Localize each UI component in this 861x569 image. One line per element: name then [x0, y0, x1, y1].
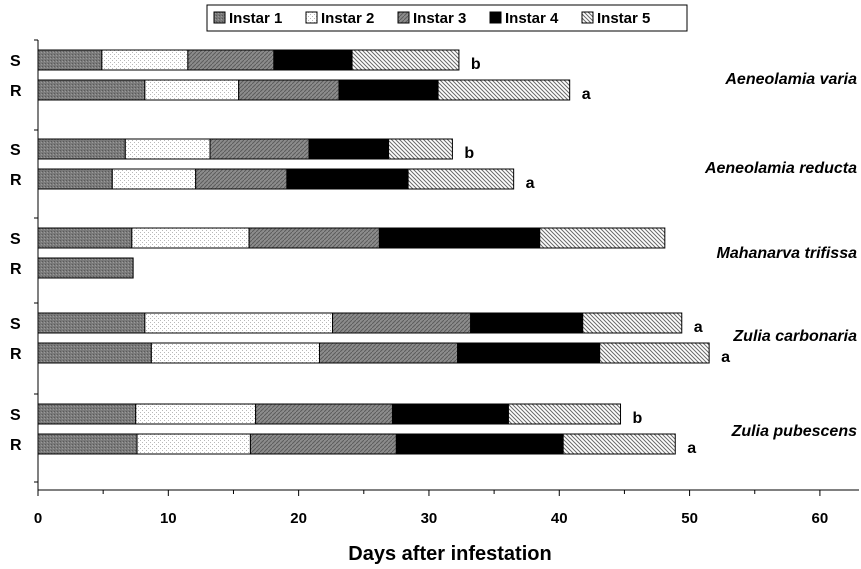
bar-segment-instar-4	[286, 168, 409, 190]
x-tick-label: 60	[812, 510, 829, 527]
bar-segment-instar-2	[150, 342, 320, 364]
bar-label-r: R	[10, 172, 22, 189]
species-label: Aeneolamia varia	[724, 71, 857, 88]
bar-segment-instar-1	[37, 312, 146, 334]
bar-segment-instar-4	[391, 403, 509, 425]
group-mahanarva-trifissa: SR Mahanarva trifissa	[10, 227, 857, 279]
bar-segment-instar-1	[37, 138, 126, 160]
bar-segment-instar-2	[101, 49, 189, 71]
bar-segment-instar-3	[318, 342, 459, 364]
legend-label-instar-5: Instar 5	[597, 10, 650, 27]
significance-letter: a	[721, 349, 730, 366]
bar-label-r: R	[10, 261, 22, 278]
legend-swatch-instar-5	[581, 11, 594, 24]
legend-swatch-instar-2	[305, 11, 318, 24]
significance-letter: a	[526, 175, 535, 192]
bar-segment-instar-3	[195, 168, 288, 190]
species-label: Zulia pubescens	[731, 423, 857, 440]
bar-segment-instar-3	[187, 49, 275, 71]
x-tick-label: 0	[34, 510, 42, 527]
bar-segment-instar-5	[388, 138, 453, 160]
bar-segment-instar-5	[562, 433, 676, 455]
x-tick-label: 40	[551, 510, 568, 527]
bar-segment-instar-2	[131, 227, 250, 249]
bar-segment-instar-4	[273, 49, 353, 71]
bar-label-s: S	[10, 407, 21, 424]
x-tick-label: 20	[290, 510, 307, 527]
legend-frame	[206, 4, 688, 32]
bar-segment-instar-2	[144, 312, 334, 334]
bar-label-s: S	[10, 231, 21, 248]
bar-label-r: R	[10, 346, 22, 363]
bar-segment-instar-1	[37, 168, 113, 190]
bar-segment-instar-3	[332, 312, 472, 334]
legend-label-instar-3: Instar 3	[413, 10, 466, 27]
bar-segment-instar-1	[37, 49, 103, 71]
bar-segment-instar-3	[209, 138, 310, 160]
significance-letter: b	[471, 56, 481, 73]
x-axis-label: Days after infestation	[348, 543, 551, 565]
bar-segment-instar-1	[37, 403, 137, 425]
bar-segment-instar-2	[135, 403, 257, 425]
legend-swatch-instar-3	[397, 11, 410, 24]
significance-letter: a	[694, 319, 703, 336]
bar-segment-instar-2	[144, 79, 240, 101]
bar-label-r: R	[10, 437, 22, 454]
bar-segment-instar-5	[437, 79, 571, 101]
bar-segment-instar-3	[255, 403, 393, 425]
bar-segment-instar-5	[599, 342, 710, 364]
x-tick-label: 50	[681, 510, 698, 527]
significance-letter: b	[464, 145, 474, 162]
bar-segment-instar-4	[457, 342, 601, 364]
bar-segment-instar-4	[470, 312, 584, 334]
bar-segment-instar-3	[238, 79, 340, 101]
x-tick-label: 30	[421, 510, 438, 527]
bar-segment-instar-4	[308, 138, 390, 160]
bar-label-s: S	[10, 316, 21, 333]
legend-label-instar-2: Instar 2	[321, 10, 374, 27]
legend: Instar 1 Instar 2 Instar 3 Instar 4 Instar 5	[206, 4, 688, 32]
legend-label-instar-1: Instar 1	[229, 10, 282, 27]
bar-label-s: S	[10, 142, 21, 159]
significance-letter: a	[687, 440, 696, 457]
legend-swatch-instar-1	[213, 11, 226, 24]
bar-segment-instar-3	[249, 433, 397, 455]
bar-segment-instar-5	[507, 403, 622, 425]
significance-letter: b	[633, 410, 643, 427]
bar-segment-instar-4	[338, 79, 439, 101]
species-label: Mahanarva trifissa	[716, 245, 857, 262]
bar-label-s: S	[10, 53, 21, 70]
bar-segment-instar-5	[407, 168, 515, 190]
x-tick-label: 10	[160, 510, 177, 527]
legend-label-instar-4: Instar 4	[505, 10, 559, 27]
bar-segment-instar-2	[124, 138, 211, 160]
bar-segment-instar-1	[37, 79, 146, 101]
legend-swatch-instar-4	[489, 11, 502, 24]
bar-segment-instar-1	[37, 257, 134, 279]
bar-segment-instar-5	[351, 49, 460, 71]
species-label: Zulia carbonaria	[732, 328, 857, 345]
x-axis: 0 10 20 30 40 50 60	[34, 39, 859, 527]
bar-segment-instar-2	[136, 433, 251, 455]
bar-segment-instar-1	[37, 342, 152, 364]
bar-segment-instar-4	[378, 227, 541, 249]
bar-segment-instar-4	[395, 433, 564, 455]
bar-segment-instar-2	[111, 168, 197, 190]
significance-letter: a	[582, 86, 591, 103]
bar-segment-instar-5	[582, 312, 683, 334]
bar-segment-instar-1	[37, 433, 138, 455]
bar-label-r: R	[10, 83, 22, 100]
bar-segment-instar-3	[248, 227, 380, 249]
bar-segment-instar-1	[37, 227, 133, 249]
species-label: Aeneolamia reducta	[704, 160, 857, 177]
bar-segment-instar-5	[539, 227, 666, 249]
